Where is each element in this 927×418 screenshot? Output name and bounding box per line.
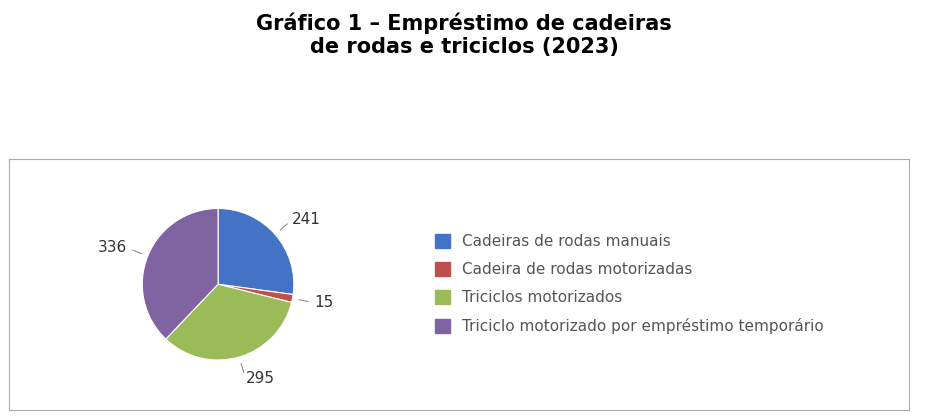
Wedge shape: [142, 209, 218, 339]
Text: 295: 295: [246, 371, 274, 386]
Wedge shape: [218, 209, 294, 295]
Text: 241: 241: [292, 212, 321, 227]
Text: Gráfico 1 – Empréstimo de cadeiras
de rodas e triciclos (2023): Gráfico 1 – Empréstimo de cadeiras de ro…: [256, 13, 671, 57]
Wedge shape: [166, 284, 291, 360]
Text: 336: 336: [97, 240, 126, 255]
Legend: Cadeiras de rodas manuais, Cadeira de rodas motorizadas, Triciclos motorizados, : Cadeiras de rodas manuais, Cadeira de ro…: [434, 234, 823, 334]
Text: 15: 15: [314, 295, 334, 310]
Wedge shape: [218, 284, 293, 303]
